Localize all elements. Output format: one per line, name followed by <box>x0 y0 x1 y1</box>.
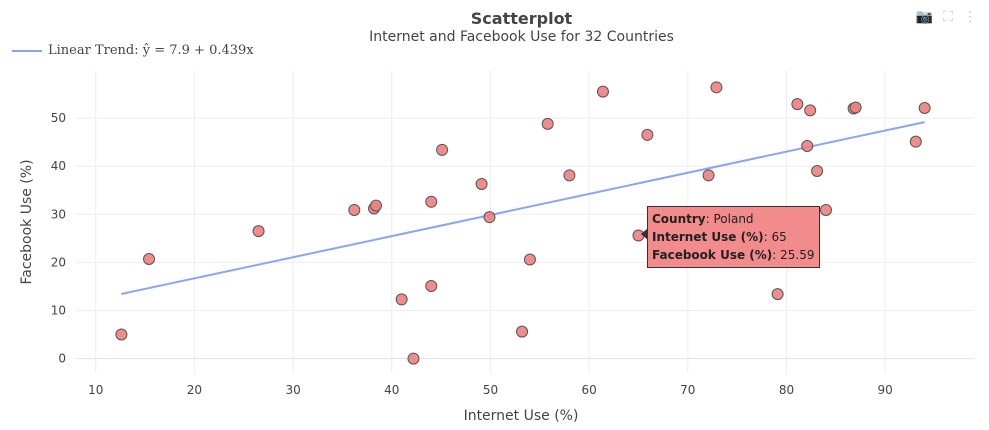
scatter-point[interactable] <box>475 177 488 190</box>
scatter-point[interactable] <box>819 203 832 216</box>
scatter-point[interactable] <box>407 352 420 365</box>
scatter-point[interactable] <box>702 169 715 182</box>
x-tick-label: 10 <box>88 383 103 397</box>
scatter-point[interactable] <box>596 85 609 98</box>
scatter-point[interactable] <box>804 104 817 117</box>
scatter-point[interactable] <box>849 101 862 114</box>
scatter-point[interactable] <box>143 253 156 266</box>
data-points <box>115 81 931 365</box>
x-tick-label: 90 <box>878 383 893 397</box>
x-tick-labels: 10 20 30 40 50 60 70 80 90 <box>88 383 893 397</box>
scatter-point[interactable] <box>541 117 554 130</box>
scatter-point[interactable] <box>395 293 408 306</box>
scatter-point[interactable] <box>918 101 931 114</box>
tooltip-x-value: 65 <box>771 230 787 244</box>
scatter-point[interactable] <box>563 169 576 182</box>
scatter-point[interactable] <box>348 203 361 216</box>
scatter-point[interactable] <box>516 325 529 338</box>
hover-tooltip: Country: Poland Internet Use (%): 65 Fac… <box>641 206 820 268</box>
scatter-point[interactable] <box>791 98 804 111</box>
tooltip-x-label: Internet Use (%) <box>652 230 764 244</box>
scatter-point[interactable] <box>811 165 824 177</box>
y-axis-title: Facebook Use (%) <box>19 159 35 284</box>
scatter-point[interactable] <box>909 135 922 148</box>
tooltip-y-label: Facebook Use (%) <box>652 248 773 262</box>
camera-icon[interactable]: 📷 <box>915 8 934 24</box>
x-tick-label: 70 <box>680 383 695 397</box>
scatter-point[interactable] <box>115 328 128 341</box>
scatter-point[interactable] <box>425 279 438 292</box>
chart-subtitle: Internet and Facebook Use for 32 Countri… <box>369 29 674 45</box>
tooltip-y-value: 25.59 <box>780 248 815 262</box>
trend-line <box>121 121 925 295</box>
y-tick-label: 50 <box>51 111 66 125</box>
scatter-point[interactable] <box>252 225 265 238</box>
plotly-logo-icon[interactable]: ⋮ <box>963 8 977 24</box>
y-tick-label: 40 <box>51 159 66 173</box>
legend-item-trend[interactable]: Linear Trend: ŷ = 7.9 + 0.439x <box>12 43 254 58</box>
scatter-point[interactable] <box>369 199 382 212</box>
legend-label: Linear Trend: ŷ = 7.9 + 0.439x <box>48 43 254 58</box>
scatter-point[interactable] <box>436 143 449 156</box>
y-tick-label: 30 <box>51 207 66 221</box>
y-tick-label: 10 <box>51 303 66 317</box>
x-tick-label: 80 <box>779 383 794 397</box>
scatter-point[interactable] <box>523 253 536 266</box>
x-tick-label: 20 <box>187 383 202 397</box>
y-tick-label: 20 <box>51 255 66 269</box>
scatter-point[interactable] <box>771 288 784 301</box>
scatter-point[interactable] <box>641 128 654 141</box>
scatter-point[interactable] <box>801 139 814 152</box>
autoscale-icon[interactable]: ⛶ <box>943 8 953 24</box>
y-tick-label: 0 <box>58 352 66 366</box>
legend-line-swatch <box>12 49 42 52</box>
x-tick-label: 30 <box>285 383 300 397</box>
scatter-point[interactable] <box>425 195 438 208</box>
scatter-point[interactable] <box>710 81 723 94</box>
tooltip-country-value: Poland <box>713 212 754 226</box>
chart-title: Scatterplot <box>470 9 573 28</box>
y-tick-labels: 0 10 20 30 40 50 <box>51 111 66 365</box>
x-tick-label: 50 <box>483 383 498 397</box>
x-tick-label: 40 <box>384 383 399 397</box>
tooltip-country-label: Country <box>652 212 706 226</box>
x-axis-title: Internet Use (%) <box>464 408 579 424</box>
modebar: 📷 ⛶ ⋮ <box>916 8 977 25</box>
x-tick-label: 60 <box>582 383 597 397</box>
scatter-point[interactable] <box>483 211 496 224</box>
